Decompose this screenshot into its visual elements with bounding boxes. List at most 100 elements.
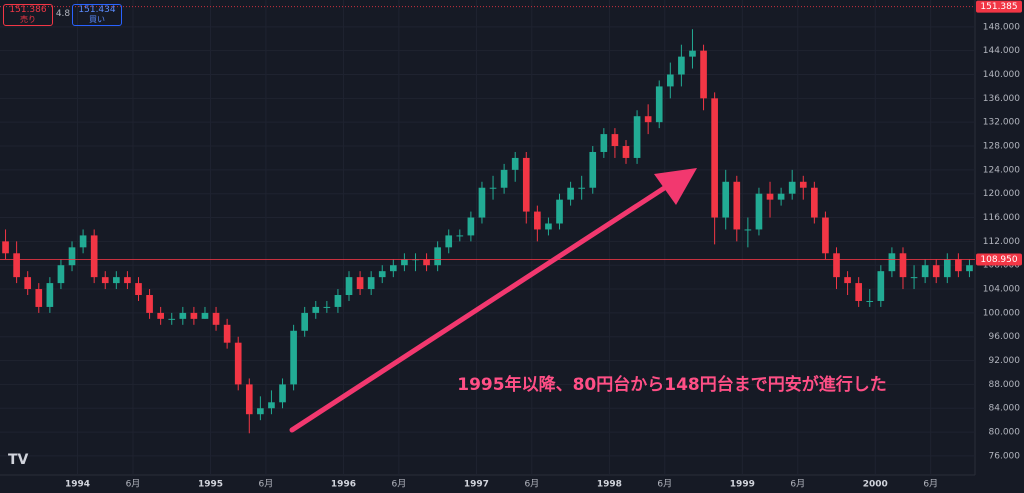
candle-body [467, 217, 475, 236]
candle-body [633, 116, 641, 158]
annotation-arrow [289, 168, 697, 433]
candle-body [689, 50, 696, 57]
candle-body [434, 247, 441, 266]
candle-body [390, 265, 397, 272]
logo: TV [8, 452, 29, 468]
y-tick-label: 108.000 [983, 261, 1020, 271]
candle-body [822, 217, 829, 254]
candle-body [545, 223, 552, 230]
y-tick-label: 124.000 [983, 165, 1020, 175]
candle-body [600, 134, 608, 152]
candle-body [157, 312, 164, 319]
arrow-head [654, 168, 697, 205]
candle-body [323, 306, 331, 308]
candle-body [223, 324, 231, 343]
x-tick-label: 6月 [126, 479, 141, 490]
candle-body [622, 146, 630, 158]
candle-body [888, 253, 896, 272]
candle-body [799, 181, 807, 188]
candle-body [478, 187, 486, 218]
candle-body [556, 199, 563, 224]
y-tick-label: 128.000 [983, 142, 1020, 152]
candle-body [755, 193, 763, 230]
x-tick-label: 1999 [730, 480, 755, 490]
y-tick-label: 92.000 [989, 356, 1021, 366]
buy-button[interactable]: 151.434 買い [72, 4, 122, 26]
x-tick-label: 2000 [863, 480, 888, 490]
candle-body [589, 151, 597, 188]
x-tick-label: 1998 [597, 480, 622, 490]
y-tick-label: 112.000 [983, 237, 1020, 247]
candle-body [312, 306, 320, 313]
candle-body [866, 300, 874, 302]
buy-label: 買い [89, 15, 105, 24]
candle-body [855, 283, 862, 301]
y-tick-label: 96.000 [989, 332, 1021, 342]
candle-body [234, 342, 242, 385]
candle-body [35, 289, 43, 307]
candle-body [201, 312, 209, 319]
x-tick-label: 1994 [65, 480, 90, 490]
y-tick-label: 116.000 [983, 213, 1020, 223]
candle-body [356, 277, 364, 290]
candle-body [932, 265, 940, 278]
candle-body [113, 277, 120, 284]
buy-price: 151.434 [78, 5, 116, 15]
x-tick-label: 6月 [524, 479, 539, 490]
candle-body [943, 259, 951, 278]
price-label: 151.385 [980, 2, 1017, 12]
sell-price: 151.386 [9, 5, 47, 15]
candle-body [146, 295, 153, 313]
candle-body [101, 277, 109, 284]
candle-body [57, 265, 65, 284]
candle-body [722, 181, 730, 218]
y-tick-label: 120.000 [983, 189, 1020, 199]
x-tick-label: 6月 [259, 479, 274, 490]
candle-body [445, 235, 453, 248]
y-tick-label: 100.000 [983, 308, 1020, 318]
candle-body [522, 157, 530, 212]
candle-body [511, 157, 519, 170]
candle-body [955, 259, 962, 272]
candle-body [79, 235, 87, 248]
candle-body [135, 283, 142, 296]
candle-body [168, 318, 176, 320]
candle-body [345, 277, 353, 296]
candle-body [212, 312, 220, 325]
y-tick-label: 136.000 [983, 94, 1020, 104]
y-tick-label: 80.000 [989, 428, 1021, 438]
candle-body [655, 86, 663, 123]
x-tick-label: 6月 [923, 479, 938, 490]
x-tick-label: 1997 [464, 480, 489, 490]
candle-body [13, 253, 20, 278]
candle-body [844, 277, 851, 284]
spread: 4.8 [55, 9, 71, 19]
y-tick-label: 132.000 [983, 118, 1020, 128]
candle-body [268, 402, 275, 409]
candle-body [500, 169, 508, 188]
candle-body [910, 277, 918, 279]
candle-body [367, 277, 375, 290]
candle-body [666, 74, 674, 87]
annotation: 1995年以降、80円台から148円台まで円安が進行した [457, 374, 886, 395]
y-tick-label: 84.000 [989, 404, 1021, 414]
arrow-shaft [289, 180, 675, 433]
candle-body [966, 265, 973, 272]
candle-body [811, 187, 818, 218]
candle-body [877, 271, 885, 301]
x-tick-label: 6月 [391, 479, 406, 490]
candle-body [567, 187, 574, 200]
candle-body [179, 312, 187, 319]
candle-body [290, 330, 297, 385]
price-label-box [976, 0, 1022, 13]
sell-button[interactable]: 151.386 売り [3, 4, 53, 26]
price-label-box [976, 253, 1022, 266]
x-tick-label: 1995 [198, 480, 223, 490]
y-tick-label: 76.000 [989, 451, 1021, 461]
candle-body [190, 312, 198, 319]
candle-body [68, 247, 76, 266]
candle-body [578, 187, 585, 189]
